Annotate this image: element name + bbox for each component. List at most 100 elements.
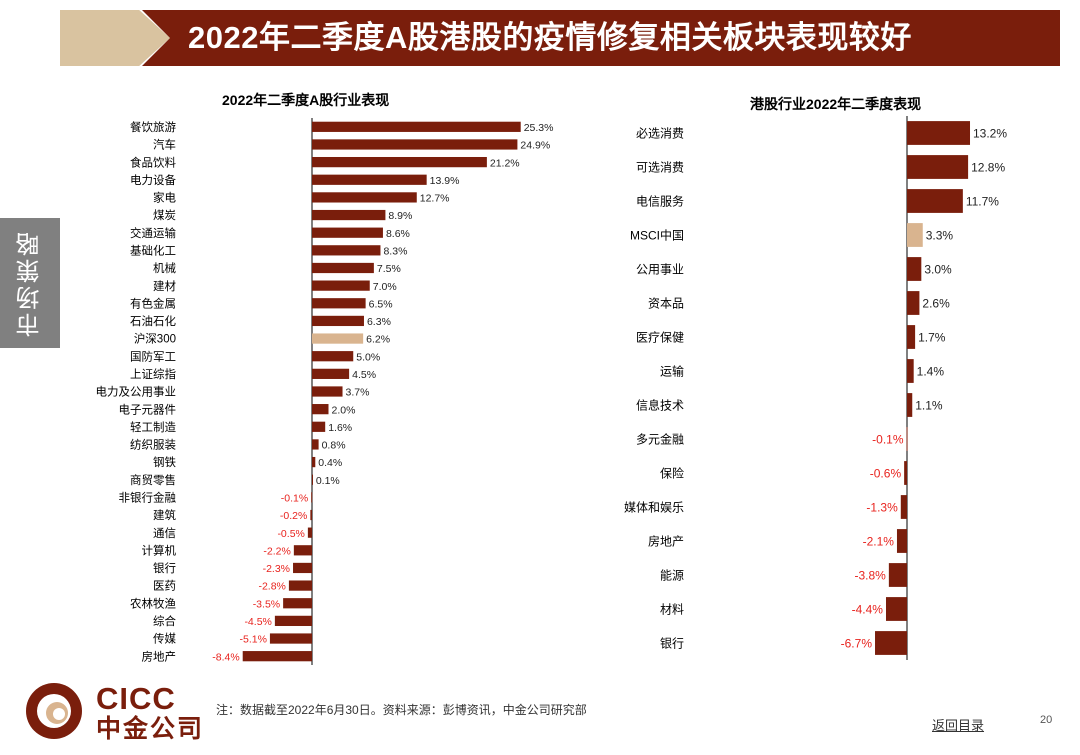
category-label-16: 电力及公用事业: [96, 386, 177, 399]
category-label-6: 资本品: [648, 296, 684, 310]
bar-10: [312, 280, 370, 291]
category-label-8: 运输: [660, 363, 684, 378]
category-label-16: 银行: [660, 636, 684, 650]
value-label-5: 12.7%: [420, 193, 450, 205]
bar-11: [312, 298, 366, 309]
category-label-5: 家电: [153, 191, 176, 205]
category-label-22: 非银行金融: [119, 491, 177, 505]
category-label-10: 多元金融: [636, 431, 684, 446]
category-label-8: 基础化工: [130, 243, 176, 257]
bar-15: [885, 597, 907, 621]
category-label-27: 医药: [153, 580, 176, 593]
title-bar: [142, 10, 1060, 66]
value-label-11: 6.5%: [369, 298, 393, 310]
value-label-2: 24.9%: [520, 140, 550, 152]
value-label-14: -3.8%: [854, 568, 886, 582]
category-label-9: 信息技术: [636, 397, 684, 412]
category-label-18: 轻工制造: [130, 420, 176, 434]
value-label-29: -4.5%: [244, 616, 271, 628]
bar-4: [907, 223, 923, 247]
category-label-12: 石油石化: [130, 314, 176, 328]
bar-29: [274, 615, 312, 627]
value-label-6: 2.6%: [922, 296, 950, 310]
value-label-4: 13.9%: [430, 175, 460, 187]
category-label-3: 食品饮料: [130, 155, 176, 169]
value-label-4: 3.3%: [926, 228, 954, 242]
category-label-19: 纺织服装: [130, 438, 176, 452]
category-label-21: 商贸零售: [130, 473, 176, 487]
value-label-8: 8.3%: [383, 245, 407, 257]
category-label-31: 房地产: [142, 649, 177, 663]
value-label-8: 1.4%: [917, 364, 945, 378]
value-label-10: -0.1%: [872, 432, 904, 446]
bar-28: [283, 598, 312, 609]
bar-27: [288, 580, 312, 591]
category-label-5: 公用事业: [636, 262, 684, 276]
value-label-16: -6.7%: [841, 636, 873, 650]
hk-industry-chart: 必选消费 13.2% 可选消费 12.8% 电信服务 11.7% MSCI中国 3.3% 公用事…: [624, 116, 1007, 660]
bar-8: [312, 245, 381, 256]
bar-17: [312, 404, 329, 415]
bar-13: [312, 333, 364, 344]
logo-chinese: 中金公司: [96, 715, 205, 743]
value-label-1: 13.2%: [973, 126, 1007, 140]
bar-24: [307, 527, 312, 538]
value-label-17: 2.0%: [331, 404, 355, 416]
category-label-12: 媒体和娱乐: [624, 500, 684, 514]
page-title: 2022年二季度A股港股的疫情修复相关板块表现较好: [188, 20, 912, 55]
bar-16: [875, 631, 907, 655]
side-tab[interactable]: 市场策略: [0, 218, 60, 348]
category-label-7: 医疗保健: [636, 330, 684, 344]
bar-2: [312, 139, 518, 150]
bar-12: [900, 495, 907, 519]
bar-7: [312, 227, 383, 238]
category-label-24: 通信: [153, 527, 176, 540]
value-label-1: 25.3%: [524, 122, 554, 134]
category-label-1: 必选消费: [636, 126, 684, 140]
value-label-19: 0.8%: [322, 440, 346, 452]
category-label-11: 保险: [660, 465, 684, 480]
value-label-2: 12.8%: [971, 160, 1005, 174]
bar-13: [896, 529, 907, 553]
bar-31: [242, 651, 312, 662]
bar-25: [293, 545, 312, 556]
bar-22: [311, 492, 313, 503]
category-label-26: 银行: [153, 561, 176, 575]
bar-1: [312, 121, 521, 132]
bar-5: [907, 257, 922, 281]
value-label-26: -2.3%: [263, 563, 290, 575]
bar-30: [269, 633, 312, 644]
bar-2: [907, 155, 969, 179]
value-label-21: 0.1%: [316, 475, 340, 487]
value-label-3: 11.7%: [966, 194, 999, 208]
value-label-25: -2.2%: [263, 545, 290, 557]
value-label-7: 8.6%: [386, 228, 410, 240]
bar-20: [312, 456, 316, 468]
a-share-industry-chart: 餐饮旅游 25.3% 汽车 24.9% 食品饮料 21.2% 电力设备 13.9% 家电 12.7…: [96, 118, 554, 665]
value-label-24: -0.5%: [277, 528, 304, 540]
bar-11: [904, 461, 907, 485]
value-label-10: 7.0%: [373, 281, 397, 293]
value-label-15: 4.5%: [352, 369, 376, 381]
category-label-4: 电力设备: [130, 173, 176, 187]
cicc-logo-icon: [26, 683, 82, 739]
value-label-5: 3.0%: [924, 262, 952, 276]
category-label-30: 传媒: [153, 632, 176, 646]
hk-chart-title: 港股行业2022年二季度表现: [750, 96, 922, 112]
bar-1: [907, 121, 971, 145]
value-label-16: 3.7%: [346, 387, 370, 399]
bar-4: [312, 174, 427, 185]
back-to-contents-link[interactable]: 返回目录: [932, 718, 985, 733]
value-label-6: 8.9%: [388, 210, 412, 222]
a-share-chart-title: 2022年二季度A股行业表现: [222, 92, 390, 108]
category-label-23: 建筑: [153, 508, 176, 522]
bar-6: [907, 291, 920, 315]
category-label-13: 沪深300: [134, 332, 176, 346]
footnote: 注：数据截至2022年6月30日。资料来源：彭博资讯，中金公司研究部: [216, 703, 587, 717]
bar-12: [312, 315, 364, 327]
category-label-14: 国防军工: [130, 349, 176, 363]
value-label-18: 1.6%: [328, 422, 352, 434]
value-label-28: -3.5%: [253, 598, 280, 610]
category-label-20: 钢铁: [153, 456, 176, 469]
bar-6: [312, 209, 386, 221]
